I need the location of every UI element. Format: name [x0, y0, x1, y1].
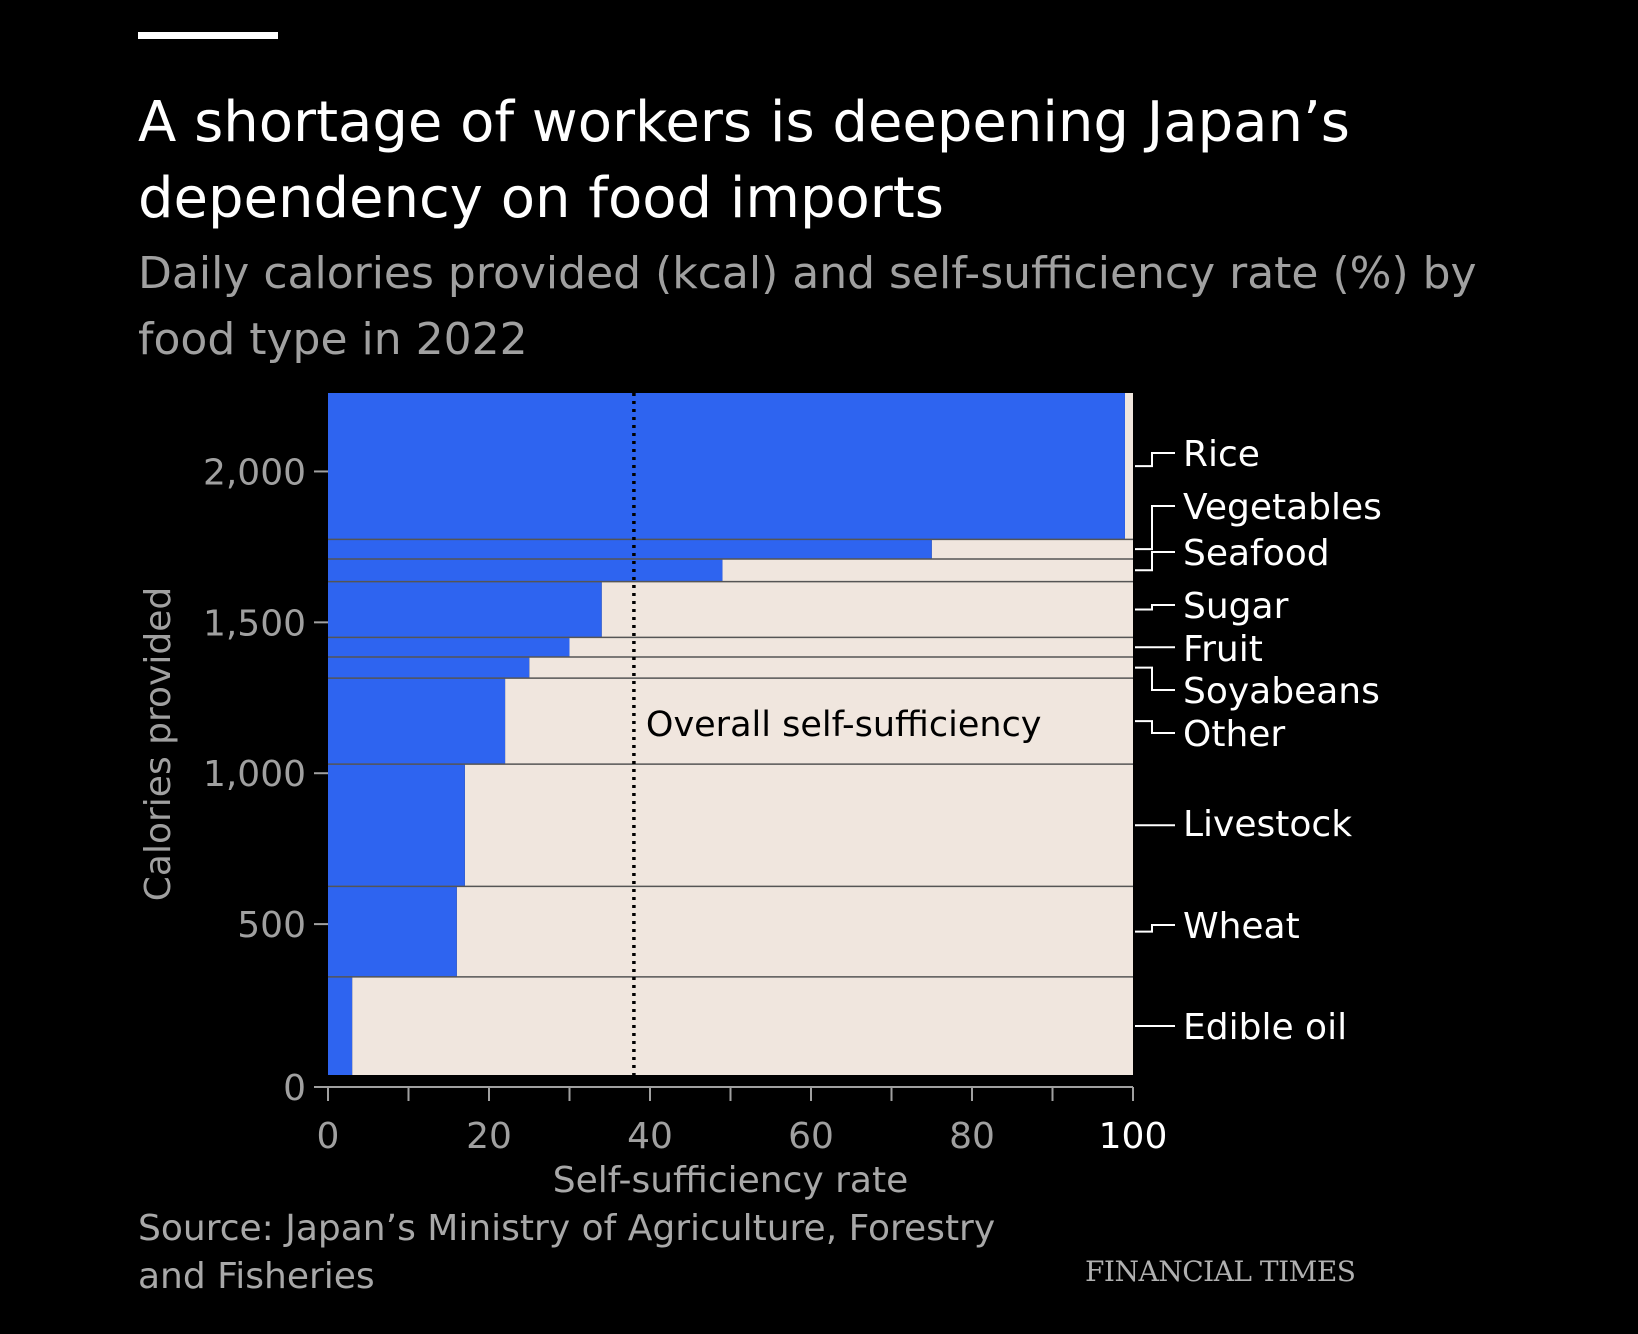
- bar-domestic-wheat: [328, 886, 457, 977]
- bar-domestic-rice: [328, 393, 1125, 540]
- category-label-seafood: Seafood: [1183, 533, 1330, 574]
- bar-imported-soyabeans: [529, 657, 1133, 679]
- header-rule: [138, 32, 278, 39]
- bar-imported-wheat: [456, 886, 1133, 977]
- leader-line-sugar: [1135, 604, 1175, 611]
- bar-domestic-vegetables: [328, 539, 932, 559]
- bar-imported-edible-oil: [352, 976, 1133, 1075]
- bar-imported-vegetables: [931, 539, 1133, 559]
- y-tick-label: 1,000: [203, 754, 306, 795]
- overall-self-sufficiency-label: Overall self-sufficiency: [646, 705, 1042, 745]
- category-label-sugar: Sugar: [1183, 586, 1289, 627]
- y-tick-label: 0: [283, 1068, 306, 1109]
- category-label-livestock: Livestock: [1183, 804, 1352, 845]
- leader-line-seafood: [1135, 551, 1175, 572]
- brand-logo: FINANCIAL TIMES: [1085, 1255, 1356, 1288]
- category-label-edible-oil: Edible oil: [1183, 1007, 1347, 1048]
- x-tick-label: 40: [627, 1116, 673, 1157]
- y-axis-title: Calories provided: [138, 587, 179, 901]
- chart-title: A shortage of workers is deepening Japan…: [138, 90, 1350, 231]
- leader-line-other: [1135, 720, 1175, 734]
- y-tick-label: 1,500: [203, 603, 306, 644]
- leader-line-wheat: [1135, 924, 1175, 933]
- leader-line-soyabeans: [1135, 666, 1175, 691]
- bar-imported-livestock: [464, 764, 1134, 887]
- leader-line-rice: [1135, 452, 1175, 468]
- category-label-vegetables: Vegetables: [1183, 487, 1382, 528]
- leader-line-vegetables: [1135, 505, 1175, 551]
- bar-domestic-livestock: [328, 764, 465, 887]
- bar-domestic-other: [328, 678, 506, 765]
- x-axis-title: Self-sufficiency rate: [553, 1160, 909, 1201]
- y-tick-label: 500: [237, 905, 306, 946]
- bar-domestic-soyabeans: [328, 657, 530, 679]
- source-note: Source: Japan’s Ministry of Agriculture,…: [138, 1208, 996, 1297]
- category-label-soyabeans: Soyabeans: [1183, 671, 1380, 712]
- x-tick-label: 0: [317, 1116, 340, 1157]
- x-tick-label: 20: [466, 1116, 512, 1157]
- bar-domestic-edible-oil: [328, 976, 353, 1075]
- bar-imported-sugar: [601, 581, 1133, 638]
- y-tick-label: 2,000: [203, 452, 306, 493]
- x-tick-label: 100: [1099, 1116, 1168, 1157]
- category-label-wheat: Wheat: [1183, 906, 1300, 947]
- x-tick-label: 60: [788, 1116, 834, 1157]
- bar-domestic-fruit: [328, 637, 570, 658]
- chart-subtitle: Daily calories provided (kcal) and self-…: [138, 248, 1477, 365]
- bar-imported-other: [505, 678, 1134, 765]
- bar-imported-fruit: [569, 637, 1133, 658]
- x-tick-label: 80: [949, 1116, 995, 1157]
- bar-domestic-sugar: [328, 581, 602, 638]
- category-label-other: Other: [1183, 714, 1285, 755]
- category-label-fruit: Fruit: [1183, 629, 1263, 670]
- bar-domestic-seafood: [328, 558, 723, 582]
- category-label-rice: Rice: [1183, 434, 1260, 475]
- bar-imported-seafood: [722, 558, 1133, 582]
- bar-imported-rice: [1124, 393, 1133, 540]
